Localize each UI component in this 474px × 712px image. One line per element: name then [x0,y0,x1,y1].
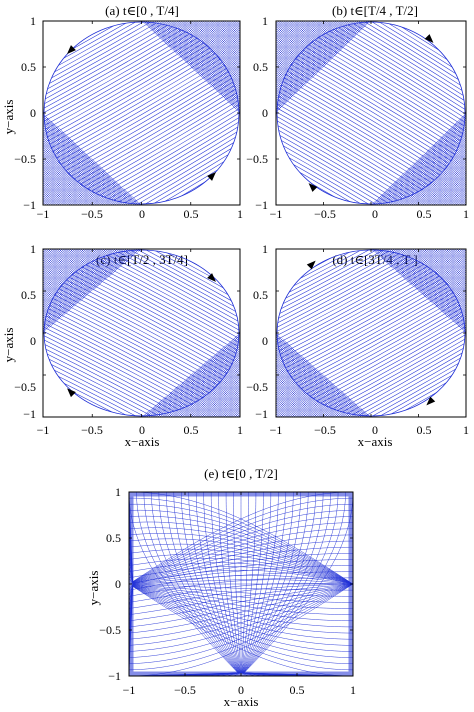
panel-b-ytick-label: 0 [262,106,268,120]
panel-b-xtick-label: −1 [270,207,283,221]
panel-a-xtick-labels: −1 −0.5 0 0.5 1 [37,207,243,221]
panel-a-ytick-labels: 1 0.5 0 −0.5 −1 [14,14,36,212]
panel-c-xtick-label: 0.5 [184,423,199,437]
panel-d-ytick-label: 0.5 [253,288,268,302]
panel-d-xtick-label: 0.5 [417,423,432,437]
panel-e-xtick-label: 0.5 [290,683,305,697]
panel-b-ytick-label: 0.5 [253,60,268,74]
panel-e: (e) t∈[0 , T/2] y−axis x−axis 1 0.5 0 −0… [86,466,356,709]
panel-e-ylabel: y−axis [86,571,101,606]
panel-a-ytick-label: −1 [23,198,36,212]
panel-c-xtick-labels: −1 −0.5 0 0.5 1 [37,423,243,437]
panel-a-ytick-label: −0.5 [14,152,36,166]
panel-b-ytick-label: −1 [255,198,268,212]
panel-d-ticks [275,248,467,418]
panel-d-xtick-label: 1 [463,423,469,437]
panel-e-ytick-labels: 1 0.5 0 −0.5 −1 [99,485,121,683]
panel-b-xtick-label: 1 [463,207,469,221]
panel-d-xtick-label: −0.5 [314,423,336,437]
panel-b-direction-arrow [308,183,318,192]
panel-c-ytick-label: 1 [30,242,36,256]
panel-c-plot [42,248,241,418]
panel-a-ytick-label: 0 [30,106,36,120]
panel-d-trace [277,250,465,416]
panel-a-ylabel: y−axis [1,100,16,135]
panel-e-title: (e) t∈[0 , T/2] [204,466,278,481]
panel-d-xlabel: x−axis [358,434,393,449]
panel-b-ytick-label: 1 [262,14,268,28]
panel-b-direction-arrow [424,34,434,43]
panel-a-xtick-label: −1 [37,207,50,221]
panel-b-xtick-label: 0 [372,207,378,221]
panel-d-ytick-label: 0 [262,334,268,348]
panel-c-ytick-label: −1 [23,407,36,421]
panel-b-ticks [275,20,467,206]
panel-b-xtick-label: 0.5 [417,207,432,221]
panel-c-xtick-label: 0 [139,423,145,437]
panel-d-ytick-labels: 1 0.5 0 −0.5 −1 [246,242,268,421]
panel-b-ytick-labels: 1 0.5 0 −0.5 −1 [246,14,268,212]
panel-c-ytick-label: 0 [30,334,36,348]
panel-e-xlabel: x−axis [224,694,259,709]
panel-a-xtick-label: 1 [237,207,243,221]
panel-a-xtick-label: 0 [139,207,145,221]
panel-a: (a) t∈[0 , T/4] y−axis 1 0.5 0 −0.5 −1 −… [1,3,243,221]
panel-d-xtick-labels: −1 −0.5 0 0.5 1 [270,423,469,437]
panel-b-ytick-label: −0.5 [246,152,268,166]
panel-c-ytick-label: 0.5 [21,288,36,302]
panel-c-xtick-label: −0.5 [81,423,103,437]
panel-b-trace [277,22,465,204]
panel-e-xtick-label: −1 [123,683,136,697]
panel-c-ytick-labels: 1 0.5 0 −0.5 −1 [14,242,36,421]
panel-e-xtick-labels: −1 −0.5 0 0.5 1 [123,683,356,697]
panel-b-title: (b) t∈[T/4 , T/2] [332,3,418,18]
panel-a-direction-arrow [67,45,76,54]
panel-e-trace [129,492,353,676]
panel-e-ytick-label: 0 [115,577,121,591]
panel-a-trace [44,22,239,204]
panel-c-direction-arrow [207,273,216,282]
panel-a-ticks [42,20,241,206]
panel-c-ytick-label: −0.5 [14,380,36,394]
panel-d-ytick-label: 1 [262,242,268,256]
plot-areas [42,20,467,677]
panel-a-xtick-label: 0.5 [184,207,199,221]
panel-e-ytick-label: −1 [108,669,121,683]
panel-e-xtick-label: −0.5 [174,683,196,697]
panel-d-xtick-label: −1 [270,423,283,437]
panel-e-ytick-label: 1 [115,485,121,499]
panel-b: (b) t∈[T/4 , T/2] 1 0.5 0 −0.5 −1 −1 −0.… [246,3,469,221]
panel-e-ticks [128,491,354,677]
panel-c-xlabel: x−axis [125,434,160,449]
panel-d-xtick-label: 0 [372,423,378,437]
panel-e-ytick-label: 0.5 [106,531,121,545]
panel-e-xtick-label: 1 [350,683,356,697]
panel-b-xtick-label: −0.5 [314,207,336,221]
panel-b-xtick-labels: −1 −0.5 0 0.5 1 [270,207,469,221]
panel-d-ytick-label: −0.5 [246,380,268,394]
panel-a-direction-arrow [207,172,216,181]
panel-a-xtick-label: −0.5 [81,207,103,221]
panel-c-xtick-label: 1 [237,423,243,437]
panel-c-direction-arrow [67,388,76,398]
panel-d-direction-arrow [426,396,436,406]
panel-a-ytick-label: 1 [30,14,36,28]
panel-c-ylabel: y−axis [1,328,16,363]
panel-a-ytick-label: 0.5 [21,60,36,74]
panel-c-ticks [42,248,241,418]
panel-e-ytick-label: −0.5 [99,623,121,637]
panel-a-title: (a) t∈[0 , T/4] [105,3,179,18]
panel-c-trace [44,250,239,416]
panel-e-plot [128,491,354,677]
panel-d-ytick-label: −1 [255,407,268,421]
panel-d-direction-arrow [306,260,316,270]
panel-e-xtick-label: 0 [238,683,244,697]
panel-c-xtick-label: −1 [37,423,50,437]
